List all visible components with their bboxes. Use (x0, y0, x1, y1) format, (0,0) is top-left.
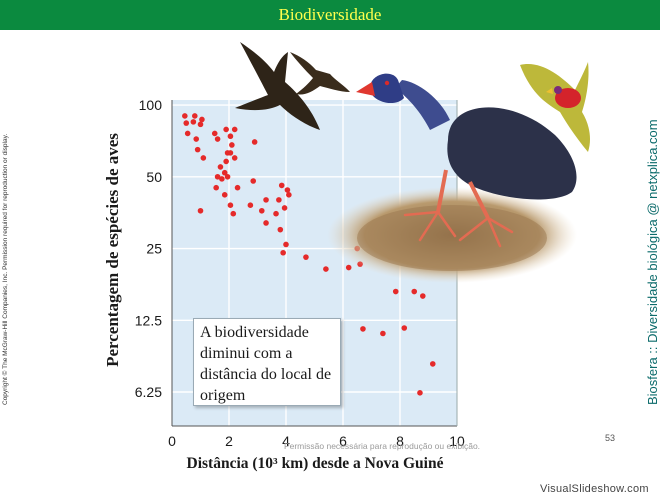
data-point (258, 207, 265, 214)
data-point (200, 155, 207, 161)
slide-title: Biodiversidade (0, 0, 660, 30)
data-point (199, 116, 205, 123)
data-point (286, 192, 292, 198)
data-point (214, 136, 221, 142)
data-point (182, 113, 188, 119)
data-point (429, 361, 436, 367)
data-point (231, 155, 238, 161)
annotation-box: A biodiversidade diminui com a distância… (193, 318, 341, 406)
hawk-illustration (235, 42, 350, 130)
reproduction-notice: Permissão necessária para reprodução ou … (283, 441, 481, 451)
x-axis-label: Distância (10³ km) desde a Nova Guiné (186, 455, 444, 472)
x-tick-label: 8 (396, 433, 404, 449)
y-tick-label: 12.5 (135, 312, 162, 328)
data-point (263, 197, 269, 203)
data-point (214, 173, 221, 180)
data-point (227, 150, 234, 156)
data-point (192, 113, 198, 119)
data-point (223, 158, 229, 165)
data-point (417, 390, 423, 396)
data-point (392, 288, 399, 295)
data-point (401, 325, 408, 331)
data-point (197, 121, 204, 128)
data-point (277, 226, 284, 233)
data-point (223, 126, 229, 133)
data-points (182, 113, 436, 396)
data-point (221, 169, 228, 176)
y-tick-label: 6.25 (135, 384, 162, 400)
data-point (227, 133, 234, 140)
data-point (217, 164, 224, 170)
tick-labels: 0 2 4 6 8 10 100 50 25 12.5 6.25 (135, 97, 465, 449)
x-tick-label: 2 (225, 433, 233, 449)
data-point (420, 293, 426, 299)
x-tick-label: 10 (449, 433, 465, 449)
data-point (345, 264, 352, 271)
data-point (231, 126, 238, 133)
watermark: VisualSlideshow.com (540, 483, 649, 495)
data-point (281, 205, 288, 211)
data-point (283, 241, 289, 248)
data-point (276, 197, 282, 203)
data-point (284, 187, 291, 193)
swamphen-illustration (327, 73, 577, 283)
data-point (229, 142, 235, 148)
data-point (280, 249, 286, 256)
data-point (194, 146, 201, 153)
x-tick-label: 4 (282, 433, 290, 449)
y-tick-label: 25 (146, 241, 162, 257)
data-point (221, 192, 228, 198)
data-point (184, 130, 191, 137)
data-point (278, 182, 285, 189)
data-point (219, 176, 225, 182)
y-axis-label: Percentagem de espécies de aves (103, 133, 122, 367)
data-point (323, 266, 329, 272)
data-point (303, 254, 309, 260)
x-tick-label: 6 (339, 433, 347, 449)
parrot-illustration (520, 62, 590, 152)
data-point (273, 210, 279, 217)
y-tick-label: 100 (139, 97, 163, 113)
data-point (250, 178, 257, 184)
x-tick-label: 0 (168, 433, 176, 449)
data-point (380, 330, 386, 337)
data-point (234, 184, 241, 191)
data-point (213, 184, 219, 191)
data-point (230, 210, 237, 217)
data-point (211, 130, 218, 137)
data-point (190, 119, 197, 125)
data-point (247, 202, 254, 208)
data-point (360, 326, 366, 332)
data-point (224, 173, 231, 180)
y-tick-label: 50 (146, 169, 162, 185)
data-point (193, 136, 200, 142)
data-point (227, 202, 234, 208)
data-point (263, 220, 269, 226)
page-number: 53 (605, 433, 616, 443)
data-point (197, 207, 204, 214)
data-point (251, 139, 258, 145)
data-point (411, 288, 418, 295)
data-point (183, 120, 190, 126)
